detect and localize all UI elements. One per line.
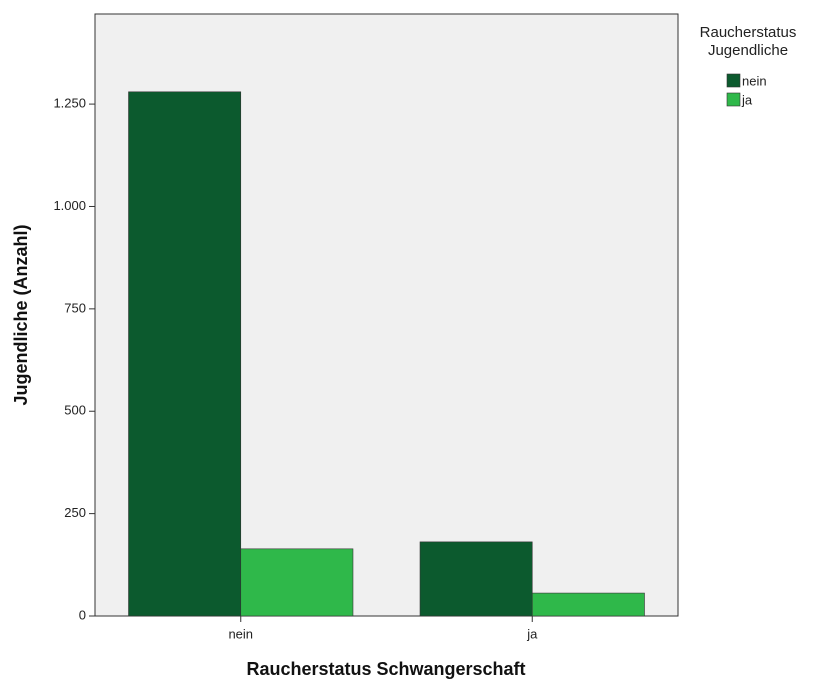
bar xyxy=(419,541,533,617)
y-tick-label: 500 xyxy=(64,403,86,418)
bar xyxy=(240,548,354,617)
y-tick-label: 750 xyxy=(64,300,86,315)
x-axis-title: Raucherstatus Schwangerschaft xyxy=(246,659,525,679)
bar xyxy=(128,91,242,617)
legend-swatch xyxy=(726,92,741,107)
legend-label: nein xyxy=(742,73,767,88)
legend-swatch xyxy=(726,73,741,88)
y-axis-title: Jugendliche (Anzahl) xyxy=(11,224,31,405)
x-tick-label: ja xyxy=(526,626,538,641)
x-tick-label: nein xyxy=(228,626,253,641)
y-tick-label: 0 xyxy=(79,607,86,622)
y-tick-label: 1.000 xyxy=(53,198,86,213)
y-tick-label: 1.250 xyxy=(53,96,86,111)
y-tick-label: 250 xyxy=(64,505,86,520)
legend-title: Raucherstatus Jugendliche xyxy=(699,24,797,59)
legend-label: ja xyxy=(741,92,753,107)
bar xyxy=(531,592,645,617)
